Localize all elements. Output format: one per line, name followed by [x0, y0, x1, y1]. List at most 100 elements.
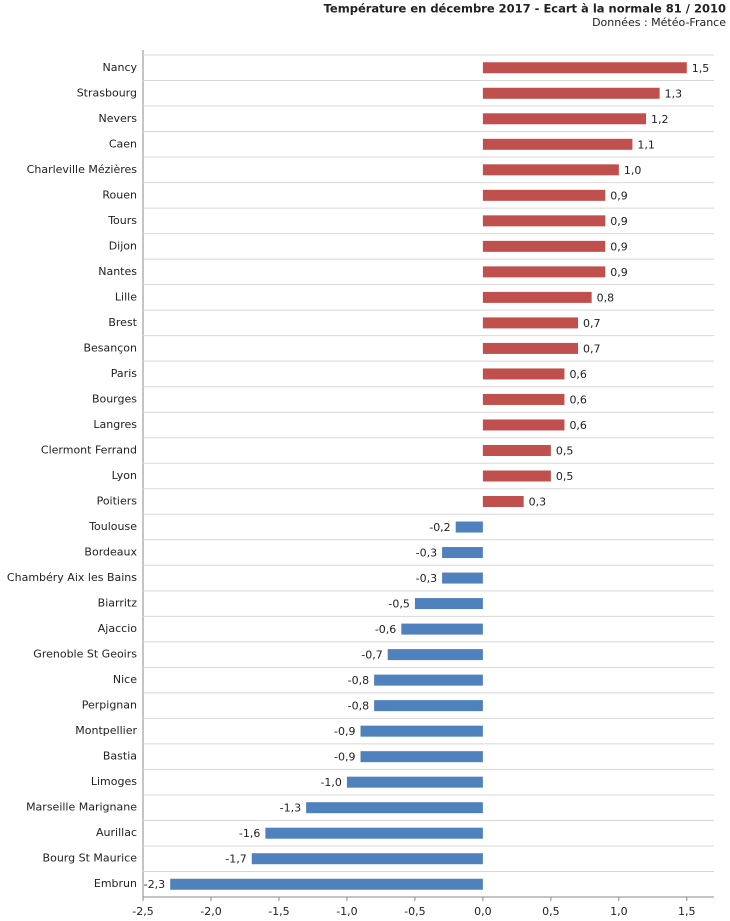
y-tick-label: Rouen	[102, 188, 137, 201]
chart-subtitle: Données : Météo-France	[592, 16, 726, 29]
x-tick-label: -1,0	[336, 905, 357, 918]
bar	[482, 393, 565, 405]
data-label: -0,8	[348, 674, 369, 687]
bar	[442, 547, 483, 559]
y-tick-label: Paris	[111, 367, 137, 380]
data-label: -0,7	[361, 649, 382, 662]
y-tick-label: Clermont Ferrand	[41, 443, 137, 456]
bar	[482, 113, 647, 125]
y-tick-label: Chambéry Aix les Bains	[7, 571, 137, 584]
bar	[482, 291, 592, 303]
bar	[401, 623, 483, 635]
y-tick-label: Ajaccio	[98, 622, 137, 635]
x-tick-label: 1,5	[678, 905, 696, 918]
bar	[251, 853, 483, 865]
x-tick-label: -1,5	[268, 905, 289, 918]
data-label: 0,5	[556, 444, 574, 457]
y-tick-label: Biarritz	[98, 597, 138, 610]
data-label: 1,5	[692, 62, 710, 75]
y-tick-label: Perpignan	[82, 699, 137, 712]
y-tick-label: Grenoble St Geoirs	[33, 648, 137, 661]
bar	[482, 444, 551, 456]
data-label: 1,2	[651, 113, 669, 126]
bar	[482, 138, 633, 150]
x-tick-label: -2,0	[200, 905, 221, 918]
y-tick-label: Bourges	[92, 392, 137, 405]
y-tick-label: Toulouse	[88, 520, 137, 533]
data-label: 0,9	[610, 189, 628, 202]
x-tick-label: 1,0	[610, 905, 628, 918]
data-label: -1,0	[320, 776, 341, 789]
bar	[360, 751, 483, 763]
y-tick-label: Montpellier	[75, 724, 137, 737]
y-tick-label: Nevers	[98, 112, 137, 125]
y-tick-label: Lille	[115, 290, 137, 303]
y-tick-label: Limoges	[91, 775, 137, 788]
x-tick-label: -2,5	[132, 905, 153, 918]
y-tick-label: Dijon	[109, 239, 137, 252]
data-label: -0,2	[429, 521, 450, 534]
bar	[482, 215, 606, 227]
y-tick-label: Bordeaux	[84, 546, 137, 559]
bar	[442, 572, 483, 584]
data-label: 0,9	[610, 240, 628, 253]
bar	[482, 470, 551, 482]
y-tick-label: Charleville Mézières	[27, 163, 138, 176]
data-label: -0,9	[334, 751, 355, 764]
data-label: 0,6	[569, 368, 587, 381]
bar	[346, 776, 483, 788]
y-tick-label: Marseille Marignane	[26, 801, 137, 814]
bar	[387, 649, 483, 661]
y-tick-label: Tours	[107, 214, 137, 227]
data-label: -0,5	[388, 598, 409, 611]
bar	[306, 802, 483, 814]
bar	[482, 266, 606, 278]
bar	[482, 164, 619, 176]
data-label: -0,6	[375, 623, 396, 636]
y-tick-label: Strasbourg	[77, 86, 137, 99]
y-tick-label: Nancy	[103, 61, 138, 74]
bar	[482, 368, 565, 380]
bar	[170, 878, 483, 890]
chart-title: Température en décembre 2017 - Ecart à l…	[324, 2, 726, 16]
y-tick-label: Caen	[109, 137, 137, 150]
bar	[482, 87, 660, 99]
data-label: 0,7	[583, 317, 601, 330]
data-label: -0,3	[416, 572, 437, 585]
y-tick-label: Langres	[93, 418, 137, 431]
data-label: 0,6	[569, 419, 587, 432]
y-tick-label: Bourg St Maurice	[43, 852, 138, 865]
bar	[482, 240, 606, 252]
bar	[482, 62, 687, 74]
data-label: -0,3	[416, 547, 437, 560]
bar	[482, 496, 524, 508]
bar	[374, 700, 483, 712]
data-label: 0,7	[583, 342, 601, 355]
data-label: 0,3	[529, 496, 547, 509]
bar	[482, 419, 565, 431]
bar	[482, 189, 606, 201]
x-tick-label: -0,5	[404, 905, 425, 918]
bar	[482, 342, 579, 354]
data-label: 0,9	[610, 215, 628, 228]
data-label: -1,3	[280, 802, 301, 815]
y-tick-label: Embrun	[94, 877, 137, 890]
y-tick-label: Nantes	[98, 265, 137, 278]
bar	[374, 674, 483, 686]
data-label: 0,8	[597, 291, 615, 304]
data-label: -0,8	[348, 700, 369, 713]
data-label: 0,9	[610, 266, 628, 279]
y-tick-label: Lyon	[112, 469, 137, 482]
bar	[360, 725, 483, 737]
data-label: 1,0	[624, 164, 642, 177]
data-label: 1,3	[665, 87, 683, 100]
y-tick-label: Bastia	[103, 750, 137, 763]
data-label: -2,3	[144, 878, 165, 891]
bar	[482, 317, 579, 329]
data-label: 0,5	[556, 470, 574, 483]
y-tick-label: Poitiers	[97, 495, 138, 508]
data-label: 0,6	[569, 393, 587, 406]
y-tick-label: Brest	[108, 316, 137, 329]
data-label: -1,7	[225, 853, 246, 866]
